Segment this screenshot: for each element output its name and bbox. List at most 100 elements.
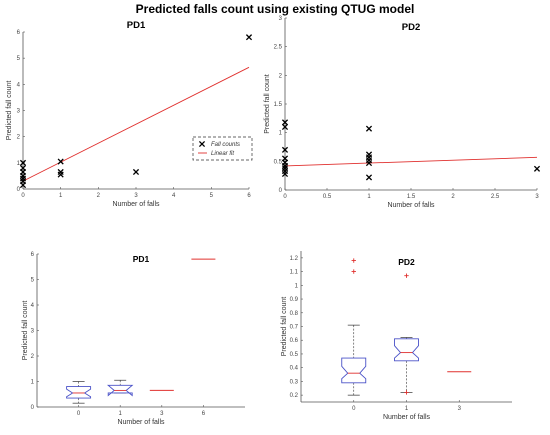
x-axis-label-1: Number of falls xyxy=(112,201,160,208)
y-axis-label-1: Predicted fall count xyxy=(6,81,13,141)
box-1 xyxy=(394,273,419,395)
y-tick-label: 2 xyxy=(279,73,283,79)
x-tick-label: 6 xyxy=(202,411,206,417)
x-tick-label: 3 xyxy=(535,194,539,200)
linear-fit-line xyxy=(284,156,538,167)
x-tick-label: 1 xyxy=(59,193,63,199)
x-axis-label-3: Number of falls xyxy=(117,419,165,426)
x-tick-label: 0 xyxy=(283,194,287,200)
x-tick-label: 2 xyxy=(451,194,455,200)
x-tick-label: 0 xyxy=(21,193,25,199)
y-tick-label: 0.9 xyxy=(290,297,299,303)
x-axis-label-4: Number of falls xyxy=(383,414,431,421)
y-tick-label: 1 xyxy=(31,380,35,386)
x-tick-label: 2 xyxy=(97,193,101,199)
y-tick-label: 0.5 xyxy=(290,352,299,358)
x-tick-label: 3 xyxy=(458,406,462,412)
chart-title-3: PD1 xyxy=(133,254,150,264)
data-point-marker xyxy=(365,174,373,181)
data-point-marker xyxy=(281,119,289,126)
x-axis-label-2: Number of falls xyxy=(387,202,435,209)
x-tick-label: 1 xyxy=(119,411,123,417)
data-point-marker xyxy=(132,168,140,176)
legend-box: Fall counts Linear fit xyxy=(192,136,253,161)
y-tick-label: 4 xyxy=(17,82,21,88)
y-tick-label: 1.1 xyxy=(290,270,299,276)
data-point-marker xyxy=(19,182,27,189)
data-point-marker xyxy=(57,171,64,178)
legend-entry-fall-counts: Fall counts xyxy=(211,142,240,148)
x-tick-label: 0 xyxy=(352,406,356,412)
x-tick-label: 1 xyxy=(405,406,409,412)
linear-fit-line xyxy=(22,66,250,182)
y-tick-label: 3 xyxy=(17,109,21,115)
scatter-chart-2: PD2 0 0.5 1 1.5 2 2.5 3 0 0.5 1 1.5 2 2.5 3 Number of f… xyxy=(264,16,541,209)
x-tick-label: 3 xyxy=(134,193,138,199)
chart-title-4: PD2 xyxy=(398,257,415,267)
x-tick-label: 5 xyxy=(210,193,214,199)
figure-title: Predicted falls count using existing QTU… xyxy=(135,2,415,16)
x-tick-label: 3 xyxy=(160,411,164,417)
scatter-chart-1: PD1 0 1 2 3 4 5 6 0 1 2 3 4 5 6 Number of falls Predicte… xyxy=(6,20,253,208)
y-axis-label-3: Predicted fall count xyxy=(22,301,29,361)
x-tick-label: 6 xyxy=(247,193,251,199)
y-tick-label: 1 xyxy=(279,131,283,137)
y-tick-label: 1 xyxy=(295,283,299,289)
y-axis-label-4: Predicted fall count xyxy=(281,297,288,357)
x-tick-label: 1 xyxy=(367,194,371,200)
y-tick-label: 2.5 xyxy=(274,45,283,51)
box-1 xyxy=(106,379,134,397)
data-point-marker xyxy=(281,146,289,153)
x-tick-label: 0 xyxy=(77,411,81,417)
legend-entry-linear-fit: Linear fit xyxy=(211,151,234,157)
data-point-marker xyxy=(245,34,253,41)
y-tick-label: 5 xyxy=(31,278,35,284)
y-tick-label: 0.4 xyxy=(290,366,299,372)
notched-box xyxy=(106,384,134,397)
data-point-marker xyxy=(533,165,541,172)
legend-frame xyxy=(192,136,253,161)
x-tick-label: 4 xyxy=(172,193,176,199)
chart-title-1: PD1 xyxy=(127,20,146,31)
notched-box xyxy=(66,386,92,399)
x-tick-label: 2.5 xyxy=(491,194,500,200)
data-point-marker xyxy=(281,123,289,130)
x-tick-label: 1.5 xyxy=(407,194,416,200)
y-tick-label: 0 xyxy=(17,187,21,193)
y-tick-label: 6 xyxy=(31,252,35,258)
y-axis-label-2: Predicted fall count xyxy=(264,74,271,134)
y-tick-label: 0.6 xyxy=(290,338,299,344)
y-tick-label: 1.5 xyxy=(274,102,283,108)
chart-title-2: PD2 xyxy=(402,22,420,33)
y-tick-label: 3 xyxy=(279,16,283,22)
data-point-marker xyxy=(365,125,373,132)
box-0 xyxy=(341,258,367,396)
y-tick-label: 0.2 xyxy=(290,393,299,399)
data-point-marker xyxy=(281,170,289,178)
y-tick-label: 2 xyxy=(17,135,21,141)
x-tick-label: 0.5 xyxy=(323,194,332,200)
data-point-marker xyxy=(198,140,206,148)
y-tick-label: 0 xyxy=(31,405,35,411)
y-tick-label: 0.7 xyxy=(290,325,299,331)
y-tick-label: 1.2 xyxy=(290,256,299,262)
data-point-marker xyxy=(57,158,64,165)
outlier-marker xyxy=(404,273,409,278)
box-0 xyxy=(66,381,92,404)
y-tick-label: 0 xyxy=(279,188,283,194)
y-tick-label: 5 xyxy=(17,56,21,62)
outlier-marker xyxy=(404,390,409,395)
y-tick-label: 0.8 xyxy=(290,311,299,317)
outlier-marker xyxy=(351,258,356,263)
y-tick-label: 1 xyxy=(17,161,21,167)
y-tick-label: 3 xyxy=(31,329,35,335)
data-point-marker xyxy=(365,159,373,167)
y-tick-label: 2 xyxy=(31,354,35,360)
y-tick-label: 4 xyxy=(31,303,35,309)
y-tick-label: 0.5 xyxy=(274,159,283,165)
data-point-marker xyxy=(281,162,289,169)
notched-box xyxy=(341,357,367,384)
data-point-marker xyxy=(19,159,27,166)
box-chart-3: PD1 0 1 3 6 0 1 2 3 4 5 6 Number of falls Predicted f… xyxy=(22,252,245,426)
